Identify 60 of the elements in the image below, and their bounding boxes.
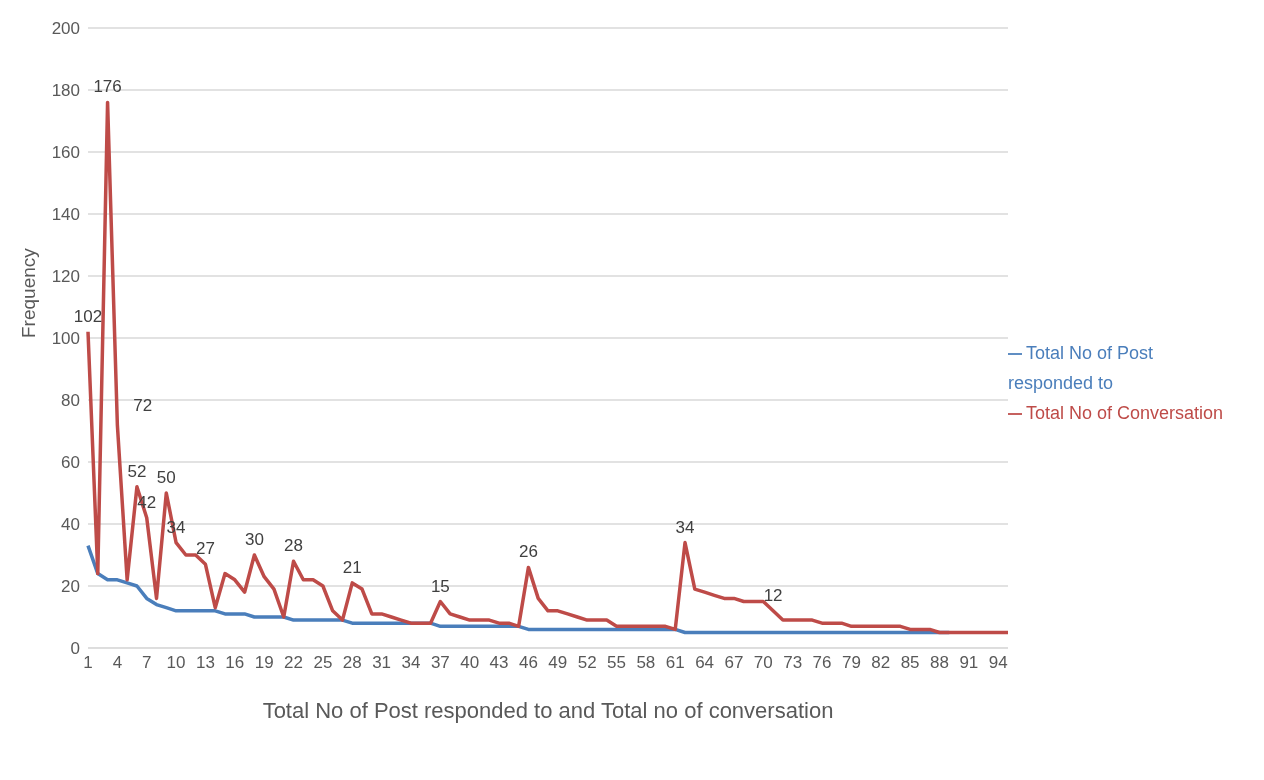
x-tick-label: 1 <box>83 653 93 673</box>
data-label: 15 <box>430 576 450 596</box>
x-tick-label: 91 <box>959 653 979 673</box>
y-tick-label: 40 <box>61 515 80 535</box>
x-axis-title: Total No of Post responded to and Total no of conversation <box>262 698 834 723</box>
x-tick-label: 49 <box>548 653 568 673</box>
x-tick-label: 85 <box>900 653 920 673</box>
x-tick-label: 52 <box>577 653 597 673</box>
data-label: 34 <box>675 517 695 537</box>
x-tick-label: 46 <box>518 653 538 673</box>
data-label: 102 <box>73 306 103 326</box>
y-tick-label: 140 <box>51 205 80 225</box>
y-tick-label: 200 <box>51 19 80 39</box>
x-tick-label: 37 <box>430 653 450 673</box>
data-label: 28 <box>284 536 303 556</box>
x-tick-label: 94 <box>988 653 1008 673</box>
y-axis-title: Frequency <box>17 247 39 338</box>
x-tick-label: 40 <box>460 653 480 673</box>
x-tick-label: 67 <box>724 653 744 673</box>
y-tick-label: 0 <box>70 639 80 659</box>
x-tick-label: 76 <box>812 653 832 673</box>
data-label: 27 <box>195 539 215 559</box>
legend-label: Total No of Conversation <box>1026 403 1224 423</box>
data-label: 50 <box>156 468 176 487</box>
x-tick-label: 10 <box>166 653 186 673</box>
y-tick-label: 160 <box>51 143 80 163</box>
x-tick-label: 70 <box>753 653 773 673</box>
x-tick-label: 64 <box>695 653 715 673</box>
y-tick-label: 120 <box>51 267 80 287</box>
x-tick-label: 13 <box>195 653 215 673</box>
legend-label: Total No of Post responded to <box>1008 343 1154 393</box>
x-tick-label: 16 <box>225 653 245 673</box>
x-tick-label: 82 <box>871 653 891 673</box>
x-tick-label: 4 <box>112 653 123 673</box>
x-tick-label: 31 <box>372 653 392 673</box>
data-label: 21 <box>342 557 362 577</box>
x-tick-label: 22 <box>284 653 303 673</box>
data-label: 176 <box>93 77 122 97</box>
y-tick-label: 80 <box>61 391 80 411</box>
y-tick-label: 60 <box>61 453 80 473</box>
x-tick-label: 79 <box>841 653 861 673</box>
x-tick-label: 88 <box>930 653 949 673</box>
data-label: 52 <box>127 461 147 481</box>
data-label: 72 <box>133 395 153 415</box>
y-tick-label: 20 <box>61 577 80 597</box>
data-label: 26 <box>518 542 538 562</box>
x-tick-label: 43 <box>489 653 509 673</box>
y-tick-label: 180 <box>51 81 80 101</box>
x-tick-label: 61 <box>665 653 685 673</box>
x-tick-label: 34 <box>401 653 421 673</box>
x-tick-label: 25 <box>313 653 333 673</box>
x-tick-label: 28 <box>342 653 362 673</box>
x-tick-label: 55 <box>607 653 626 673</box>
y-tick-label: 100 <box>51 329 80 349</box>
x-tick-label: 19 <box>254 653 274 673</box>
data-label: 30 <box>244 530 264 549</box>
data-label: 12 <box>763 585 783 605</box>
x-tick-label: 58 <box>636 653 656 673</box>
x-tick-label: 73 <box>783 653 803 673</box>
x-tick-label: 7 <box>141 653 152 673</box>
